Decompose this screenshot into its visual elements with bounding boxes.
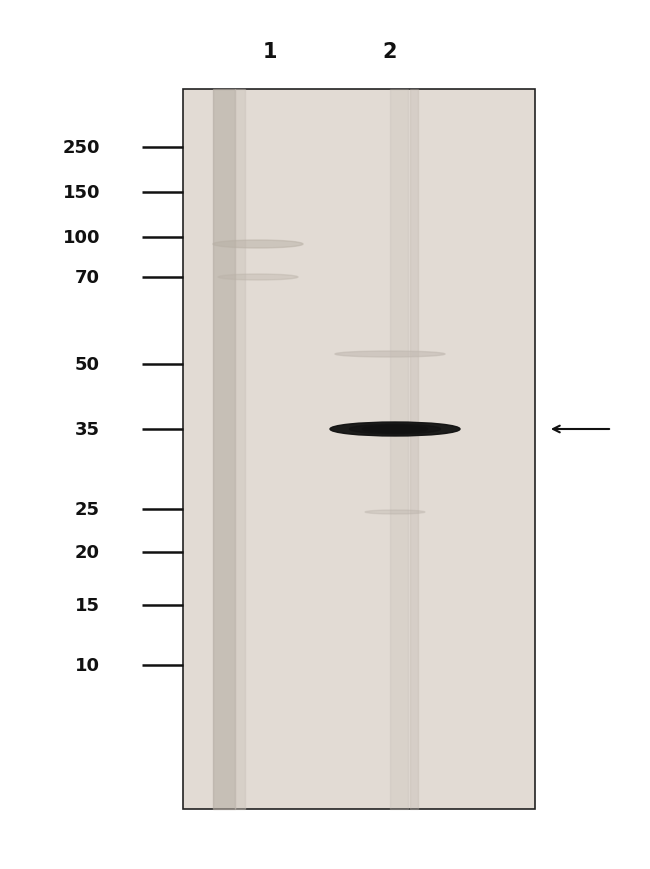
- Ellipse shape: [350, 425, 441, 434]
- Ellipse shape: [218, 275, 298, 281]
- Text: 100: 100: [62, 229, 100, 247]
- Ellipse shape: [365, 510, 425, 514]
- Bar: [410, 90, 418, 809]
- Text: 25: 25: [75, 501, 100, 519]
- Bar: [390, 90, 408, 809]
- Text: 2: 2: [383, 42, 397, 62]
- Text: 250: 250: [62, 139, 100, 156]
- Ellipse shape: [330, 422, 460, 436]
- Text: 10: 10: [75, 656, 100, 674]
- Text: 15: 15: [75, 596, 100, 614]
- Ellipse shape: [335, 352, 445, 357]
- Bar: [213, 90, 235, 809]
- Ellipse shape: [213, 241, 303, 249]
- Text: 70: 70: [75, 269, 100, 287]
- Text: 50: 50: [75, 355, 100, 374]
- Ellipse shape: [363, 426, 428, 433]
- Bar: [235, 90, 245, 809]
- Text: 150: 150: [62, 183, 100, 202]
- Text: 20: 20: [75, 543, 100, 561]
- Text: 35: 35: [75, 421, 100, 439]
- Text: 1: 1: [263, 42, 278, 62]
- Bar: [183, 90, 535, 809]
